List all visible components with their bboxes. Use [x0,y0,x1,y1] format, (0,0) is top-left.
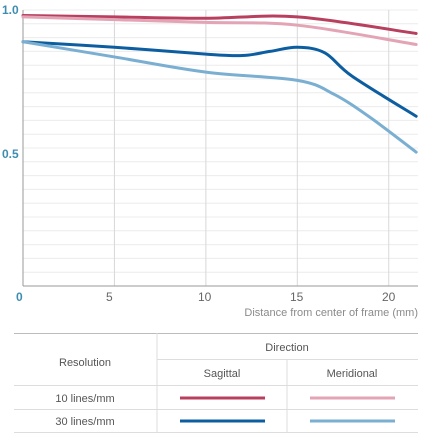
y-tick-label-0-5: 0.5 [2,147,19,161]
y-tick-label-1: 1.0 [2,3,19,17]
x-tick-label-10: 10 [198,290,212,304]
series-line-s30 [21,40,418,118]
x-axis-title: Distance from center of frame (mm) [244,307,418,319]
series-line-m10 [21,15,418,46]
legend-resolution-header: Resolution [59,357,111,369]
series-line-m30 [21,40,418,154]
legend-row-label-10: 10 lines/mm [55,393,114,405]
chart-series [21,14,418,154]
legend-table: Resolution Direction Sagittal Meridional… [14,333,418,433]
legend-direction-header: Direction [265,342,308,354]
x-tick-label-0: 0 [16,290,23,304]
legend-sagittal-header: Sagittal [204,368,241,380]
mtf-chart: 1.0 0.5 0 5 10 15 20 Distance from cente… [2,3,418,319]
x-tick-label-15: 15 [290,290,304,304]
x-tick-label-20: 20 [382,290,396,304]
series-line-s10 [21,14,418,35]
x-tick-label-5: 5 [106,290,113,304]
legend-row-label-30: 30 lines/mm [55,416,114,428]
legend-meridional-header: Meridional [327,368,378,380]
chart-grid [23,9,418,286]
